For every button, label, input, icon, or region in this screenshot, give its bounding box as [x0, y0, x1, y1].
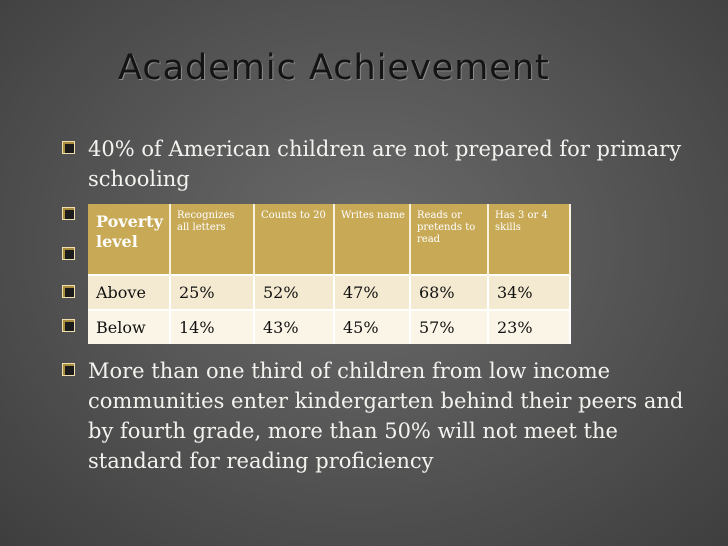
bullet-marker-icon [62, 319, 75, 332]
table-cell: 25% [170, 273, 255, 311]
table-cell: 34% [488, 273, 571, 311]
table-row: Above 25% 52% 47% 68% 34% [88, 273, 571, 311]
table-row: Below 14% 43% 45% 57% 23% [88, 309, 571, 344]
table-cell: 52% [254, 273, 335, 311]
table-header: Reads or pretends to read [410, 204, 489, 275]
table-header-row: Poverty level Recognizes all letters Cou… [88, 204, 571, 275]
bullet-text-2: More than one third of children from low… [88, 359, 684, 473]
table-cell: Below [88, 309, 171, 344]
slide-title: Academic Achievement [118, 48, 550, 88]
table-header: Has 3 or 4 skills [488, 204, 571, 275]
table-header: Writes name [334, 204, 411, 275]
table-cell: 14% [170, 309, 255, 344]
table-cell: 47% [334, 273, 411, 311]
table-header: Poverty level [88, 204, 171, 275]
bullet-marker-icon [62, 207, 75, 220]
bullet-text-1: 40% of American children are not prepare… [88, 137, 682, 191]
table-cell: 68% [410, 273, 489, 311]
table-header: Recognizes all letters [170, 204, 255, 275]
table-cell: 43% [254, 309, 335, 344]
bullet-marker-icon [62, 141, 75, 154]
bullet-marker-icon [62, 363, 75, 376]
table-cell: 45% [334, 309, 411, 344]
table-cell: 57% [410, 309, 489, 344]
bullet-marker-icon [62, 247, 75, 260]
table-cell: 23% [488, 309, 571, 344]
readiness-table: Poverty level Recognizes all letters Cou… [88, 204, 571, 344]
table-header: Counts to 20 [254, 204, 335, 275]
table-cell: Above [88, 273, 171, 311]
bullet-marker-icon [62, 285, 75, 298]
